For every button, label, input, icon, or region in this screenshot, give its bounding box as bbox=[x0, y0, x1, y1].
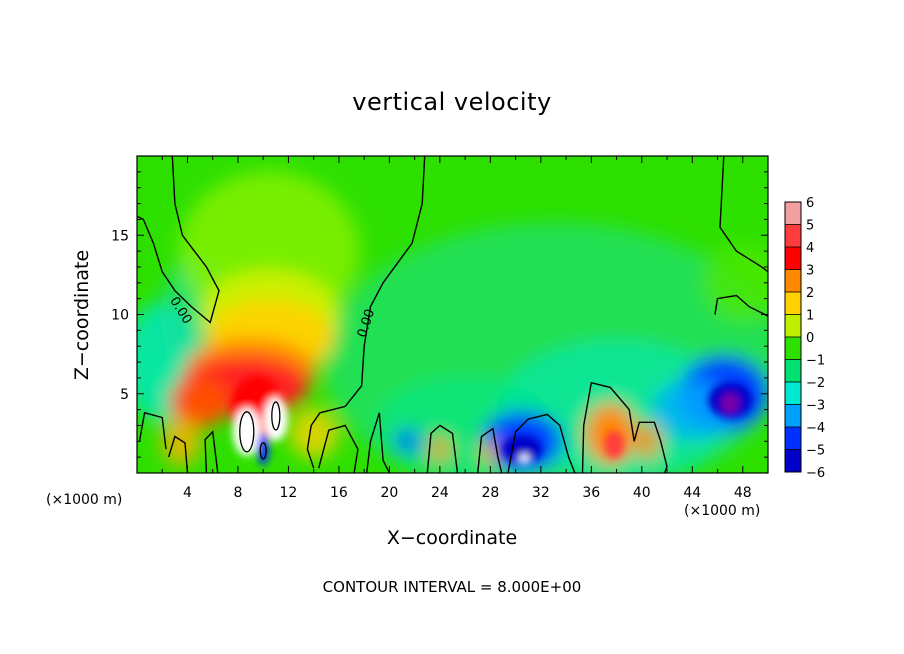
colorbar-swatch bbox=[785, 404, 801, 428]
colorbar-swatch bbox=[785, 382, 801, 405]
x-tick-label: 32 bbox=[532, 485, 550, 501]
contour-loop bbox=[271, 401, 281, 431]
colorbar-label: 5 bbox=[806, 219, 814, 234]
colorbar-swatch bbox=[785, 292, 801, 315]
updraft-core bbox=[604, 430, 625, 459]
x-tick-label: 20 bbox=[380, 485, 398, 501]
x-tick-label: 8 bbox=[233, 485, 242, 501]
downdraft-core bbox=[721, 393, 740, 414]
x-tick-label: 40 bbox=[633, 485, 651, 501]
colorbar-label: −2 bbox=[806, 376, 825, 391]
field-blob bbox=[170, 376, 231, 427]
x-tick-label: 36 bbox=[582, 485, 600, 501]
contour-line bbox=[366, 412, 391, 473]
colorbar-label: −4 bbox=[806, 421, 825, 436]
field-blob bbox=[429, 437, 450, 462]
contour-line bbox=[167, 435, 189, 473]
contour-line bbox=[318, 424, 359, 473]
field-blob bbox=[702, 242, 768, 323]
colorbar-swatch bbox=[785, 202, 801, 225]
colorbar-label: −1 bbox=[806, 354, 825, 369]
colorbar-swatch bbox=[785, 314, 801, 338]
x-tick-label: 24 bbox=[431, 485, 449, 501]
contour-interval-note: CONTOUR INTERVAL = 8.000E+00 bbox=[322, 578, 582, 596]
y-axis-label: Z−coordinate bbox=[71, 249, 93, 381]
colorbar-label: −3 bbox=[806, 399, 825, 414]
x-axis-label: X−coordinate bbox=[386, 527, 518, 549]
colorbar-label: −6 bbox=[806, 466, 825, 481]
colorbar-swatch bbox=[785, 427, 801, 450]
field-blob bbox=[288, 408, 339, 459]
x-tick-label: 12 bbox=[280, 485, 298, 501]
field-blob bbox=[394, 429, 423, 454]
downdraft-core bbox=[519, 453, 530, 464]
field-blob bbox=[480, 442, 501, 463]
colorbar-label: 3 bbox=[806, 264, 814, 279]
x-tick-label: 48 bbox=[734, 485, 752, 501]
colorbar-label: −5 bbox=[806, 444, 825, 459]
contour-loop bbox=[239, 411, 255, 453]
contour-line bbox=[306, 156, 426, 469]
y-tick-label: 5 bbox=[120, 387, 129, 403]
downdraft-core bbox=[501, 435, 542, 464]
colorbar-label: 2 bbox=[806, 286, 814, 301]
downdraft-core bbox=[257, 433, 270, 466]
contour-loop bbox=[259, 442, 267, 460]
x-tick-label: 28 bbox=[481, 485, 499, 501]
contour-line bbox=[477, 427, 503, 473]
x-tick-label: 16 bbox=[330, 485, 348, 501]
updraft-core bbox=[263, 397, 288, 442]
field-blob bbox=[636, 423, 661, 460]
x-unit-left: (×1000 m) bbox=[46, 492, 123, 508]
contour-line bbox=[714, 294, 768, 317]
colorbar-label: 0 bbox=[806, 331, 814, 346]
contour-line bbox=[137, 156, 220, 324]
y-tick-label: 15 bbox=[111, 228, 129, 244]
colorbar-swatch bbox=[785, 269, 801, 293]
contour-line bbox=[138, 411, 167, 450]
colorbar-swatch bbox=[785, 337, 801, 360]
y-tick-label: 10 bbox=[111, 308, 129, 324]
chart-title: vertical velocity bbox=[352, 88, 552, 116]
updraft-core bbox=[232, 407, 261, 456]
colorbar-swatch bbox=[785, 449, 801, 473]
field-cores bbox=[230, 375, 753, 466]
colorbar-swatch bbox=[785, 247, 801, 270]
colorbar-label: 1 bbox=[806, 309, 814, 324]
contour-line bbox=[719, 156, 768, 273]
contour-line bbox=[581, 381, 668, 473]
field-shading bbox=[137, 171, 768, 473]
colorbar-swatch bbox=[785, 224, 801, 248]
contour-line bbox=[204, 430, 219, 473]
x-unit-right: (×1000 m) bbox=[684, 503, 761, 519]
colorbar-swatch bbox=[785, 359, 801, 383]
contour-line bbox=[507, 413, 576, 473]
colorbar-label: 6 bbox=[806, 196, 814, 211]
x-tick-label: 44 bbox=[683, 485, 701, 501]
colorbar-label: 4 bbox=[806, 241, 814, 256]
x-tick-label: 4 bbox=[183, 485, 192, 501]
contour-line bbox=[426, 424, 459, 473]
